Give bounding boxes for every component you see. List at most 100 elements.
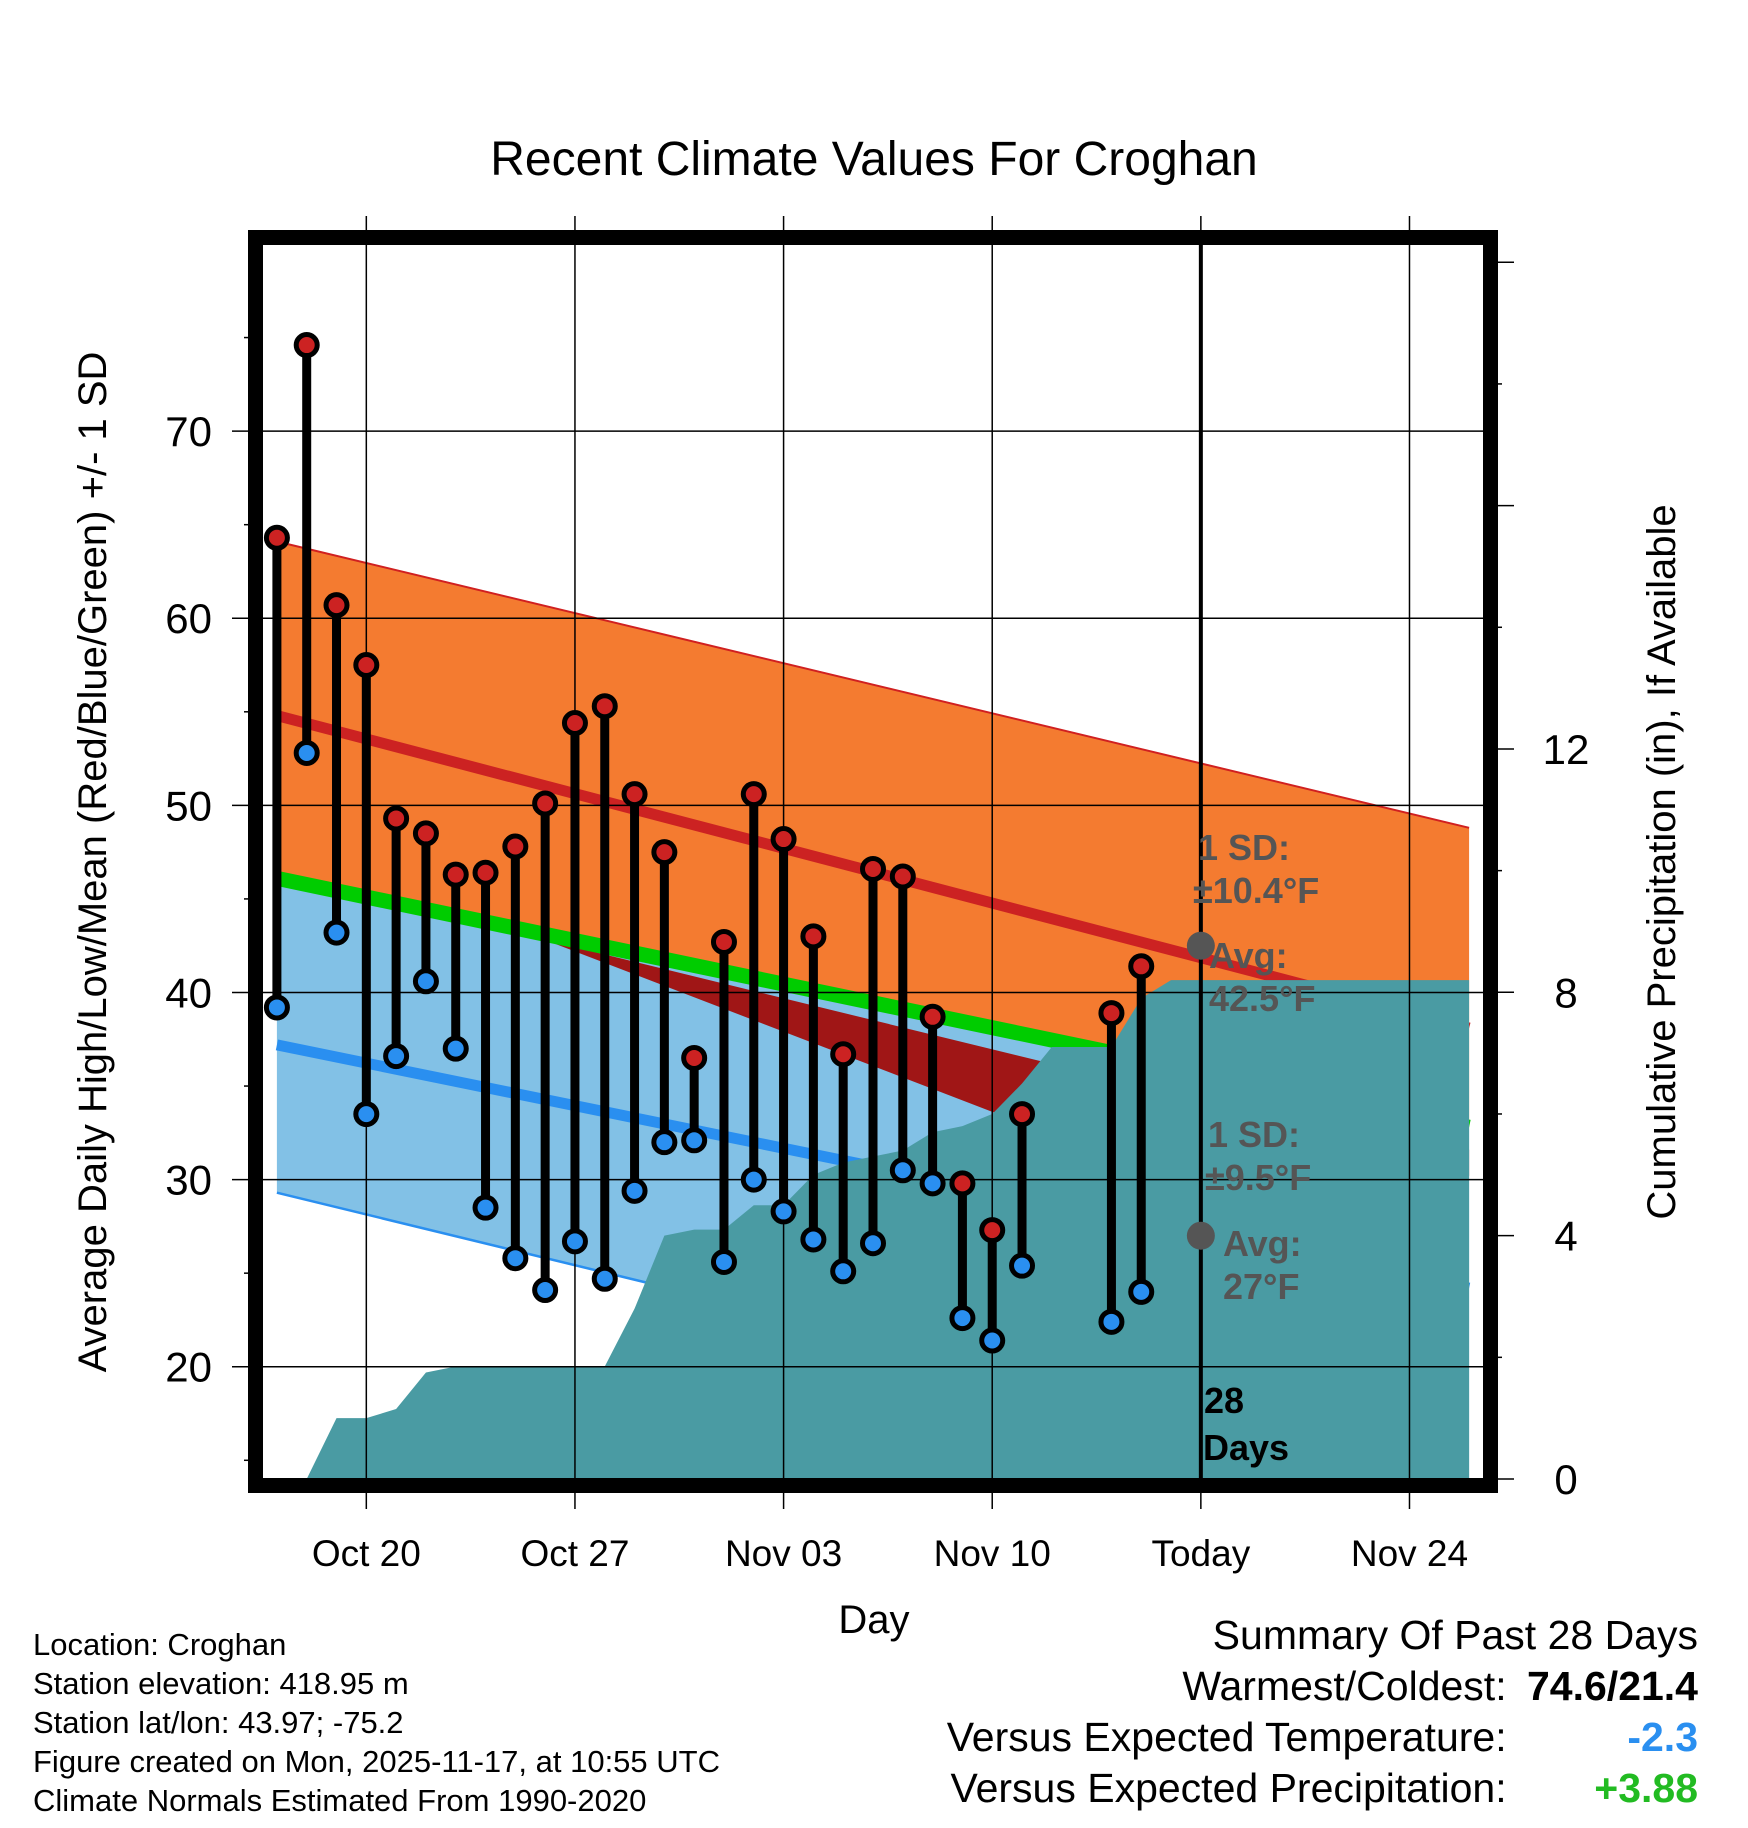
low-point bbox=[502, 1245, 529, 1272]
summary-temp-row: Versus Expected Temperature: -2.3 bbox=[947, 1712, 1698, 1763]
low-point bbox=[1098, 1308, 1125, 1335]
y-tick-label: 20 bbox=[165, 1344, 212, 1391]
x-tick-label: Oct 27 bbox=[520, 1533, 629, 1574]
temp-label: Versus Expected Temperature: bbox=[946, 1714, 1507, 1760]
low-point bbox=[383, 1043, 410, 1070]
high-point bbox=[502, 833, 529, 860]
y-tick-label: 60 bbox=[165, 595, 212, 642]
low-avg-marker bbox=[1186, 1221, 1215, 1250]
summary-panel: Summary Of Past 28 Days Warmest/Coldest:… bbox=[947, 1610, 1698, 1814]
y-tick-label: 40 bbox=[165, 969, 212, 1016]
high-point bbox=[681, 1044, 708, 1071]
high-point bbox=[621, 781, 648, 808]
low-point bbox=[532, 1277, 559, 1304]
precip-label: Versus Expected Precipitation: bbox=[950, 1765, 1507, 1811]
summary-precip-row: Versus Expected Precipitation: +3.88 bbox=[947, 1763, 1699, 1814]
days-word: Days bbox=[1203, 1427, 1289, 1468]
y2-axis-label: Cumulative Precipitation (in), If Availa… bbox=[1640, 504, 1684, 1219]
plot-frame bbox=[248, 230, 1498, 1493]
high-avg-label: Avg: bbox=[1209, 935, 1288, 976]
low-point bbox=[651, 1129, 678, 1156]
high-sd-label: 1 SD: bbox=[1198, 827, 1290, 868]
elevation-text: Station elevation: 418.95 m bbox=[33, 1666, 409, 1701]
high-avg-marker bbox=[1186, 931, 1215, 960]
x-tick-label: Nov 10 bbox=[934, 1533, 1051, 1574]
high-point bbox=[561, 710, 588, 737]
high-point bbox=[651, 839, 678, 866]
normals-text: Climate Normals Estimated From 1990-2020 bbox=[33, 1783, 647, 1818]
high-point bbox=[830, 1041, 857, 1068]
low-sd-value: ±9.5°F bbox=[1205, 1157, 1311, 1198]
x-tick-label: Today bbox=[1151, 1533, 1250, 1574]
y2-tick-label: 0 bbox=[1554, 1456, 1577, 1503]
summary-title: Summary Of Past 28 Days bbox=[1212, 1612, 1698, 1658]
low-avg-value: 27°F bbox=[1223, 1266, 1299, 1307]
high-point bbox=[919, 1003, 946, 1030]
high-point bbox=[1009, 1101, 1036, 1128]
low-point bbox=[889, 1157, 916, 1184]
high-plus-sd-line bbox=[276, 540, 1470, 829]
high-point bbox=[353, 652, 380, 679]
low-point bbox=[770, 1198, 797, 1225]
high-point bbox=[383, 805, 410, 832]
y-tick-label: 50 bbox=[165, 782, 212, 829]
created-text: Figure created on Mon, 2025-11-17, at 10… bbox=[33, 1744, 720, 1779]
high-point bbox=[740, 781, 767, 808]
low-point bbox=[591, 1265, 618, 1292]
x-tick-label: Nov 03 bbox=[725, 1533, 842, 1574]
x-axis-label: Day bbox=[838, 1598, 909, 1642]
low-point bbox=[860, 1230, 886, 1257]
temp-value: -2.3 bbox=[1627, 1714, 1698, 1760]
high-point bbox=[860, 855, 886, 882]
y2-tick-label: 8 bbox=[1554, 969, 1577, 1016]
station-info: Location: Croghan Station elevation: 418… bbox=[33, 1625, 720, 1820]
low-point bbox=[561, 1228, 588, 1255]
high-point bbox=[710, 928, 737, 955]
low-point bbox=[740, 1166, 767, 1193]
high-point bbox=[591, 693, 618, 720]
high-point bbox=[800, 923, 827, 950]
low-sd-label: 1 SD: bbox=[1208, 1114, 1300, 1155]
low-point bbox=[979, 1327, 1006, 1354]
high-point bbox=[323, 592, 350, 619]
low-point bbox=[681, 1127, 708, 1154]
low-point bbox=[323, 919, 350, 946]
summary-warmest-row: Warmest/Coldest: 74.6/21.4 bbox=[947, 1661, 1698, 1712]
high-point bbox=[532, 790, 559, 817]
high-avg-value: 42.5°F bbox=[1209, 978, 1315, 1019]
high-point bbox=[889, 863, 916, 890]
high-point bbox=[1098, 1000, 1125, 1027]
low-point bbox=[293, 739, 320, 766]
high-point bbox=[263, 524, 290, 551]
low-point bbox=[919, 1170, 946, 1197]
high-point bbox=[1128, 953, 1155, 980]
low-point bbox=[263, 994, 290, 1021]
low-point bbox=[830, 1258, 857, 1285]
low-point bbox=[949, 1305, 976, 1332]
high-point bbox=[979, 1217, 1006, 1244]
latlon-text: Station lat/lon: 43.97; -75.2 bbox=[33, 1705, 404, 1740]
high-point bbox=[442, 861, 469, 888]
low-point bbox=[710, 1248, 737, 1275]
warmest-value: 74.6/21.4 bbox=[1527, 1663, 1698, 1709]
days-count: 28 bbox=[1204, 1380, 1244, 1421]
low-point bbox=[1128, 1278, 1155, 1305]
y-tick-label: 30 bbox=[165, 1157, 212, 1204]
y-axis-label: Average Daily High/Low/Mean (Red/Blue/Gr… bbox=[71, 352, 115, 1373]
low-avg-label: Avg: bbox=[1223, 1223, 1302, 1264]
precip-value: +3.88 bbox=[1594, 1765, 1698, 1811]
y-tick-label: 70 bbox=[165, 408, 212, 455]
warmest-label: Warmest/Coldest: bbox=[1182, 1663, 1507, 1709]
chart-title: Recent Climate Values For Croghan bbox=[490, 133, 1257, 186]
low-point bbox=[1009, 1252, 1036, 1279]
low-point bbox=[621, 1177, 648, 1204]
low-point bbox=[472, 1194, 499, 1221]
high-point bbox=[770, 826, 797, 853]
low-point bbox=[442, 1035, 469, 1062]
location-text: Location: Croghan bbox=[33, 1627, 287, 1662]
y2-tick-label: 4 bbox=[1554, 1213, 1577, 1260]
high-point bbox=[293, 332, 320, 359]
high-sd-value: ±10.4°F bbox=[1193, 870, 1319, 911]
low-point bbox=[800, 1226, 827, 1253]
